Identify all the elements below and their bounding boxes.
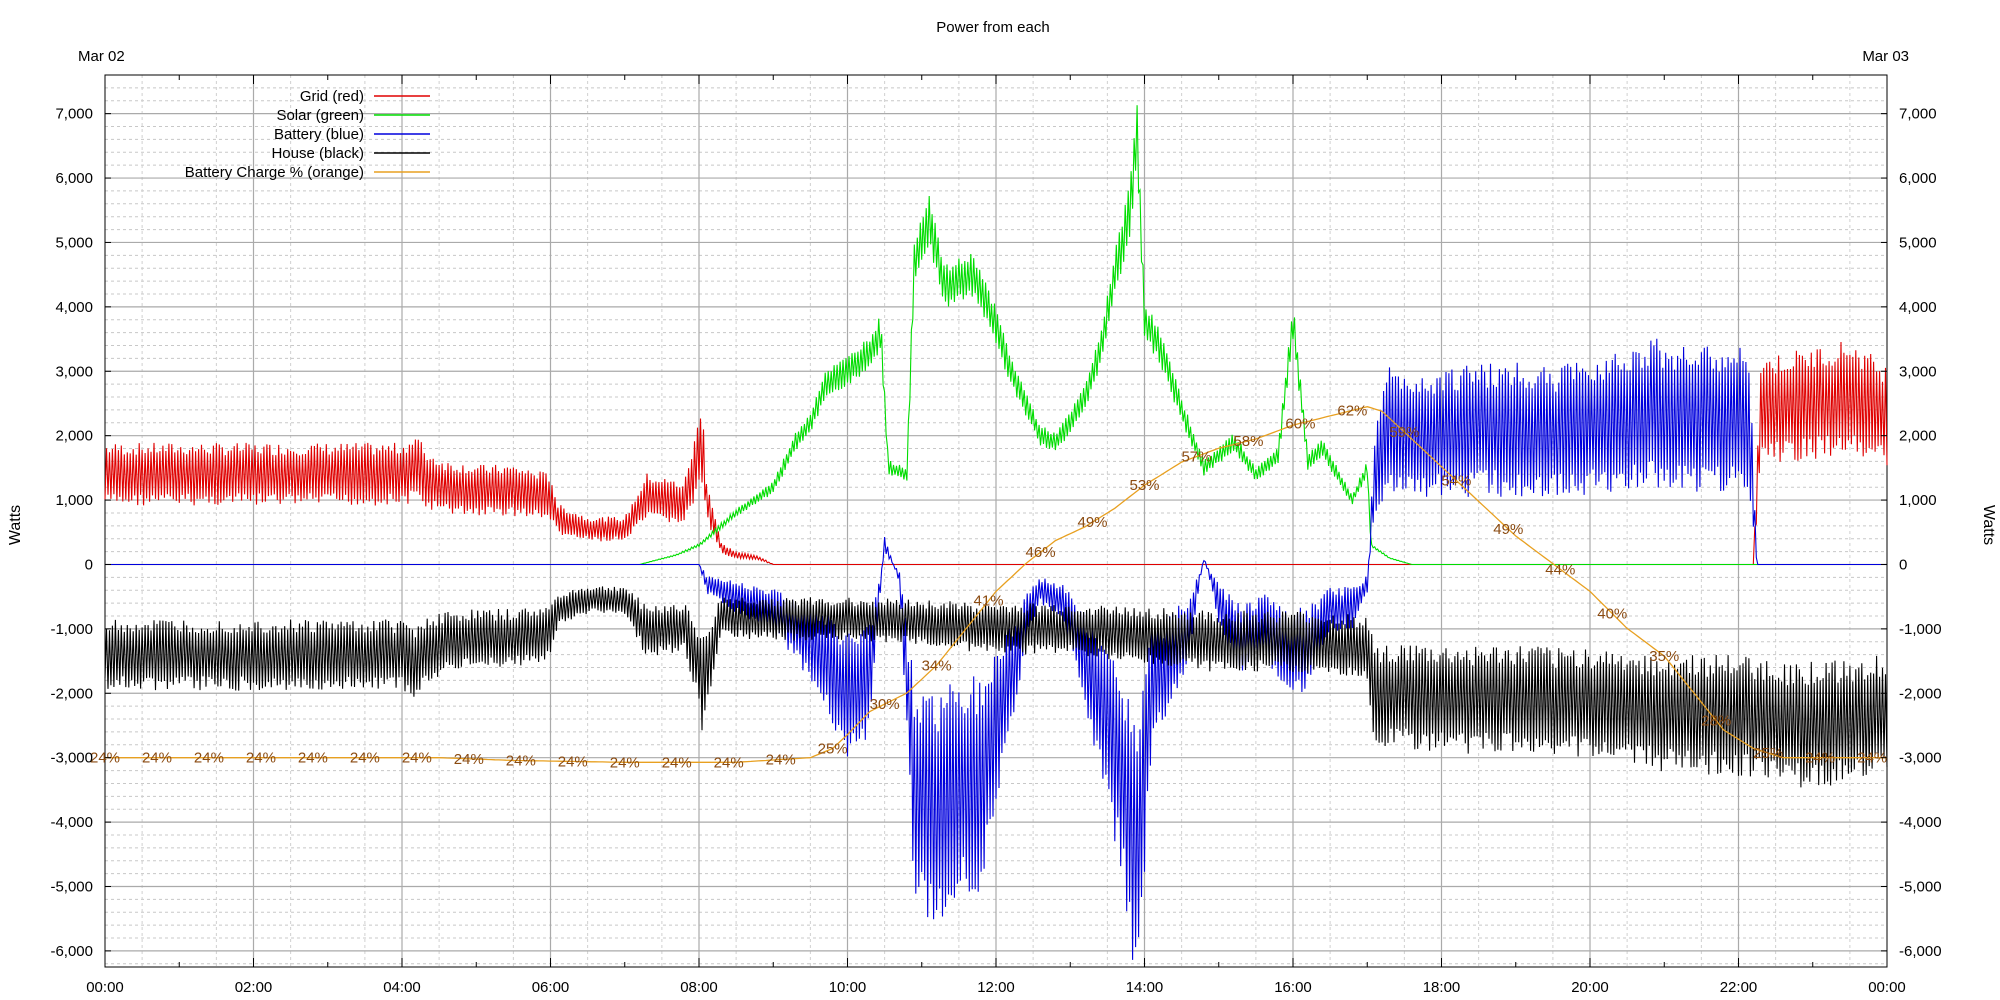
charge-percent-label: 25% — [818, 740, 848, 757]
y-tick-label-left: -5,000 — [50, 878, 93, 895]
y-tick-label-right: -6,000 — [1899, 943, 1942, 960]
y-tick-label-left: 3,000 — [55, 363, 93, 380]
charge-percent-label: 24% — [298, 750, 328, 767]
legend-entry-label: House (black) — [271, 145, 364, 162]
y-tick-label-left: -3,000 — [50, 750, 93, 767]
charge-percent-label: 49% — [1078, 514, 1108, 531]
y-axis-label-left: Watts — [7, 505, 24, 545]
y-tick-label-left: 1,000 — [55, 492, 93, 509]
charge-percent-label: 62% — [1337, 402, 1367, 419]
y-tick-label-left: -4,000 — [50, 814, 93, 831]
charge-percent-label: 28% — [1701, 713, 1731, 730]
x-tick-label: 04:00 — [383, 979, 421, 996]
charge-percent-label: 35% — [1649, 648, 1679, 665]
charge-percent-label: 25% — [1753, 745, 1783, 762]
charge-percent-label: 24% — [662, 754, 692, 771]
charge-percent-label: 49% — [1493, 521, 1523, 538]
y-tick-label-left: 4,000 — [55, 299, 93, 316]
x-tick-label: 00:00 — [86, 979, 124, 996]
x-tick-label: 10:00 — [829, 979, 867, 996]
y-tick-label-left: 0 — [85, 556, 93, 573]
x-tick-label: 02:00 — [235, 979, 273, 996]
y-tick-label-right: -2,000 — [1899, 685, 1942, 702]
y-tick-label-left: -2,000 — [50, 685, 93, 702]
charge-percent-label: 24% — [142, 750, 172, 767]
charge-percent-label: 24% — [402, 750, 432, 767]
axes: 7,000 7,000 6,000 6,000 5,000 5,000 4,000 4,000… — [50, 75, 1942, 996]
y-tick-label-right: 6,000 — [1899, 170, 1937, 187]
y-tick-label-left: 5,000 — [55, 234, 93, 251]
charge-percent-label: 24% — [558, 753, 588, 770]
charge-percent-label: 53% — [1129, 477, 1159, 494]
charge-percent-label: 58% — [1233, 433, 1263, 450]
y-tick-label-right: 5,000 — [1899, 234, 1937, 251]
charge-percent-label: 41% — [974, 593, 1004, 610]
y-axis-label-right: Watts — [1980, 505, 1997, 545]
y-tick-label-left: -6,000 — [50, 943, 93, 960]
charge-percent-label: 40% — [1597, 606, 1627, 623]
charge-percent-label: 24% — [350, 750, 380, 767]
y-tick-label-left: 7,000 — [55, 106, 93, 123]
legend-entry-label: Battery Charge % (orange) — [185, 164, 364, 181]
y-tick-label-right: -5,000 — [1899, 878, 1942, 895]
chart-title: Power from each — [936, 19, 1049, 36]
charge-percent-label: 24% — [454, 751, 484, 768]
y-tick-label-left: 2,000 — [55, 428, 93, 445]
charge-percent-label: 24% — [714, 754, 744, 771]
charge-percent-label: 24% — [610, 754, 640, 771]
charge-percent-label: 44% — [1545, 561, 1575, 578]
charge-percent-label: 24% — [194, 750, 224, 767]
legend-entry-label: Solar (green) — [276, 107, 364, 124]
charge-percent-label: 24% — [766, 752, 796, 769]
y-tick-label-right: 0 — [1899, 556, 1907, 573]
x-tick-label: 06:00 — [532, 979, 570, 996]
charge-percent-label: 24% — [506, 753, 536, 770]
legend-entry-label: Grid (red) — [300, 88, 364, 105]
charge-percent-label: 24% — [1805, 750, 1835, 767]
x-tick-label: 18:00 — [1423, 979, 1461, 996]
y-tick-label-right: 4,000 — [1899, 299, 1937, 316]
y-tick-label-right: 1,000 — [1899, 492, 1937, 509]
legend: Grid (red) Solar (green) Battery (blue) Hou… — [185, 88, 430, 181]
charge-percent-label: 34% — [922, 657, 952, 674]
x-tick-label: 16:00 — [1274, 979, 1312, 996]
y-tick-label-right: -1,000 — [1899, 621, 1942, 638]
charge-percent-label: 30% — [870, 696, 900, 713]
x-tick-label: 20:00 — [1571, 979, 1609, 996]
y-tick-label-left: 6,000 — [55, 170, 93, 187]
charge-percent-label: 46% — [1026, 544, 1056, 561]
y-tick-label-right: 7,000 — [1899, 106, 1937, 123]
x-tick-label: 08:00 — [680, 979, 718, 996]
x-tick-label: 22:00 — [1720, 979, 1758, 996]
x-tick-label: 14:00 — [1126, 979, 1164, 996]
charge-percent-label: 57% — [1181, 449, 1211, 466]
charge-percent-label: 24% — [246, 750, 276, 767]
charge-percent-label: 59% — [1389, 424, 1419, 441]
series-line-3 — [105, 338, 1887, 960]
y-tick-label-right: 2,000 — [1899, 428, 1937, 445]
y-tick-label-right: -3,000 — [1899, 750, 1942, 767]
series-line-battery-charge — [105, 406, 1887, 763]
charge-percent-label: 60% — [1285, 415, 1315, 432]
x-tick-label: 12:00 — [977, 979, 1015, 996]
y-tick-label-left: -1,000 — [50, 621, 93, 638]
charge-percent-label: 24% — [1857, 750, 1887, 767]
series-line-4 — [104, 586, 1888, 788]
charge-percent-label: 54% — [1441, 473, 1471, 490]
charge-labels: 24% 24% 24% 24% 24% 24% 24% 24% 24% 24% 24% 24% 24% 2… — [90, 402, 1887, 771]
y-tick-label-right: -4,000 — [1899, 814, 1942, 831]
y-tick-label-right: 3,000 — [1899, 363, 1937, 380]
series-lines — [104, 105, 1888, 960]
x-tick-label: 00:00 — [1868, 979, 1906, 996]
date-end-label: Mar 03 — [1862, 48, 1909, 65]
date-start-label: Mar 02 — [78, 48, 125, 65]
legend-entry-label: Battery (blue) — [274, 126, 364, 143]
